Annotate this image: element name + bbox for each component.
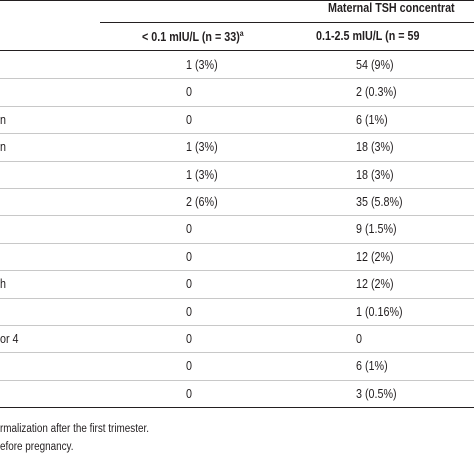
footnote: rmalization after the first trimester. — [0, 423, 149, 435]
table-row: 2 (6%) 35 (5.8%) — [0, 189, 474, 217]
cell-normal: 6 (1%) — [356, 112, 388, 127]
cell-low: 0 — [186, 359, 192, 374]
super-header: Maternal TSH concentrat — [100, 0, 474, 23]
table-row: or 4 0 0 — [0, 326, 474, 354]
cell-low: 0 — [186, 386, 192, 401]
cell-normal: 3 (0.5%) — [356, 386, 397, 401]
cell-low: 0 — [186, 304, 192, 319]
table-row: 0 2 (0.3%) — [0, 79, 474, 107]
cell-low: 0 — [186, 331, 192, 346]
cell-normal: 1 (0.16%) — [356, 304, 403, 319]
cell-normal: 54 (9%) — [356, 58, 394, 72]
cell-normal: 12 (2%) — [356, 277, 394, 292]
column-header-low: < 0.1 mIU/L (n = 33)a — [142, 29, 244, 45]
cell-normal: 35 (5.8%) — [356, 194, 403, 209]
table-row: 1 (3%) 18 (3%) — [0, 162, 474, 189]
table-body: 1 (3%) 54 (9%) 0 2 (0.3%) n 0 6 (1%) n 1 (3%) 18 … — [0, 52, 474, 409]
row-label: or 4 — [0, 331, 19, 346]
cell-low: 2 (6%) — [186, 194, 218, 209]
table-row: 1 (3%) 54 (9%) — [0, 52, 474, 80]
cell-low: 0 — [186, 222, 192, 237]
table-row: h 0 12 (2%) — [0, 271, 474, 299]
table-row: 0 6 (1%) — [0, 353, 474, 381]
table-row: n 0 6 (1%) — [0, 107, 474, 135]
row-label: n — [0, 112, 6, 127]
table-row: 0 12 (2%) — [0, 244, 474, 272]
table-row: 0 1 (0.16%) — [0, 299, 474, 326]
row-label: n — [0, 140, 6, 155]
column-header-normal: 0.1-2.5 mIU/L (n = 59 — [316, 29, 420, 43]
cell-normal: 2 (0.3%) — [356, 85, 397, 100]
cell-low: 1 (3%) — [186, 140, 218, 155]
footnotes: rmalization after the first trimester. ef… — [0, 420, 474, 456]
table-row: n 1 (3%) 18 (3%) — [0, 134, 474, 162]
table-row: 0 9 (1.5%) — [0, 216, 474, 244]
cell-normal: 12 (2%) — [356, 249, 394, 264]
table-row: 0 3 (0.5%) — [0, 381, 474, 409]
cell-normal: 18 (3%) — [356, 167, 394, 182]
super-header-label: Maternal TSH concentrat — [328, 1, 455, 15]
cell-low: 0 — [186, 249, 192, 264]
cell-normal: 18 (3%) — [356, 140, 394, 155]
cell-normal: 0 — [356, 331, 362, 346]
cell-low: 1 (3%) — [186, 58, 218, 72]
cell-low: 0 — [186, 85, 192, 100]
cell-normal: 6 (1%) — [356, 359, 388, 374]
cell-low: 0 — [186, 112, 192, 127]
cell-low: 1 (3%) — [186, 167, 218, 182]
top-rule — [0, 0, 474, 1]
footnote: efore pregnancy. — [0, 441, 74, 453]
column-header-low-superscript: a — [239, 29, 244, 38]
cell-low: 0 — [186, 277, 192, 292]
column-header-row: < 0.1 mIU/L (n = 33)a 0.1-2.5 mIU/L (n =… — [0, 23, 474, 51]
row-label: h — [0, 277, 6, 292]
cell-normal: 9 (1.5%) — [356, 222, 397, 237]
